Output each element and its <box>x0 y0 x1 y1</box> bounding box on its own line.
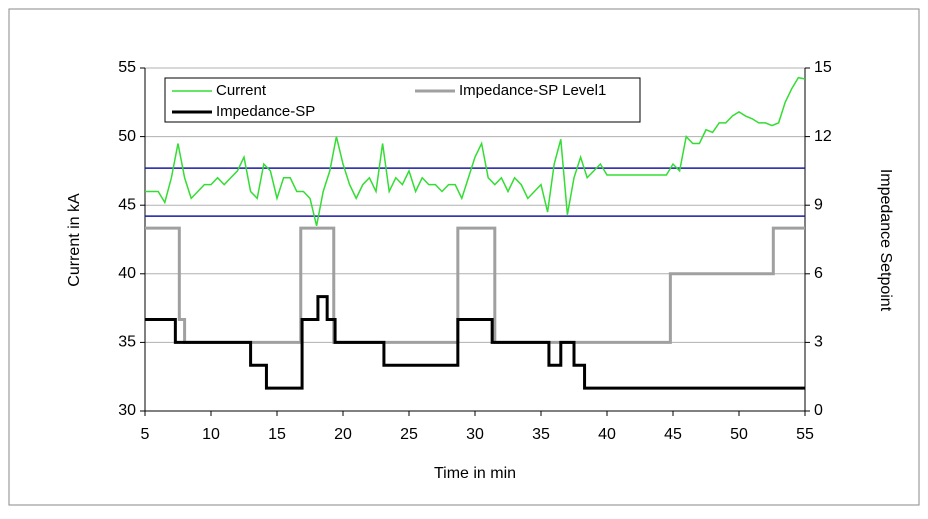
legend-box <box>164 77 641 123</box>
y2-tick-label: 0 <box>814 402 823 419</box>
x-tick-label: 45 <box>664 426 682 443</box>
x-tick-label: 10 <box>202 426 220 443</box>
legend-label: Impedance-SP Level1 <box>459 82 606 99</box>
y2-tick-label: 15 <box>814 59 832 76</box>
x-tick-label: 50 <box>730 426 748 443</box>
y-tick-label: 55 <box>118 59 136 76</box>
series-line <box>145 226 805 344</box>
x-tick-label: 25 <box>400 426 418 443</box>
y-axis-label: Current in kA <box>66 193 83 287</box>
y-tick-label: 50 <box>118 128 136 145</box>
y2-tick-label: 9 <box>814 196 823 213</box>
y2-tick-label: 6 <box>814 265 823 282</box>
legend-label: Impedance-SP <box>216 103 315 120</box>
x-tick-label: 35 <box>532 426 550 443</box>
x-tick-label: 20 <box>334 426 352 443</box>
x-tick-label: 15 <box>268 426 286 443</box>
legend-label: Current <box>216 82 267 99</box>
x-tick-label: 30 <box>466 426 484 443</box>
x-tick-label: 55 <box>796 426 814 443</box>
y2-tick-label: 12 <box>814 128 832 145</box>
y-tick-label: 30 <box>118 402 136 419</box>
y-tick-label: 45 <box>118 196 136 213</box>
y-tick-label: 35 <box>118 334 136 351</box>
x-axis-label: Time in min <box>434 465 516 482</box>
x-tick-label: 40 <box>598 426 616 443</box>
x-tick-label: 5 <box>141 426 150 443</box>
y2-tick-label: 3 <box>814 334 823 351</box>
series-line <box>145 76 806 226</box>
series-line <box>145 295 805 390</box>
y2-axis-label: Impedance Setpoint <box>877 169 894 312</box>
y-tick-label: 40 <box>118 265 136 282</box>
